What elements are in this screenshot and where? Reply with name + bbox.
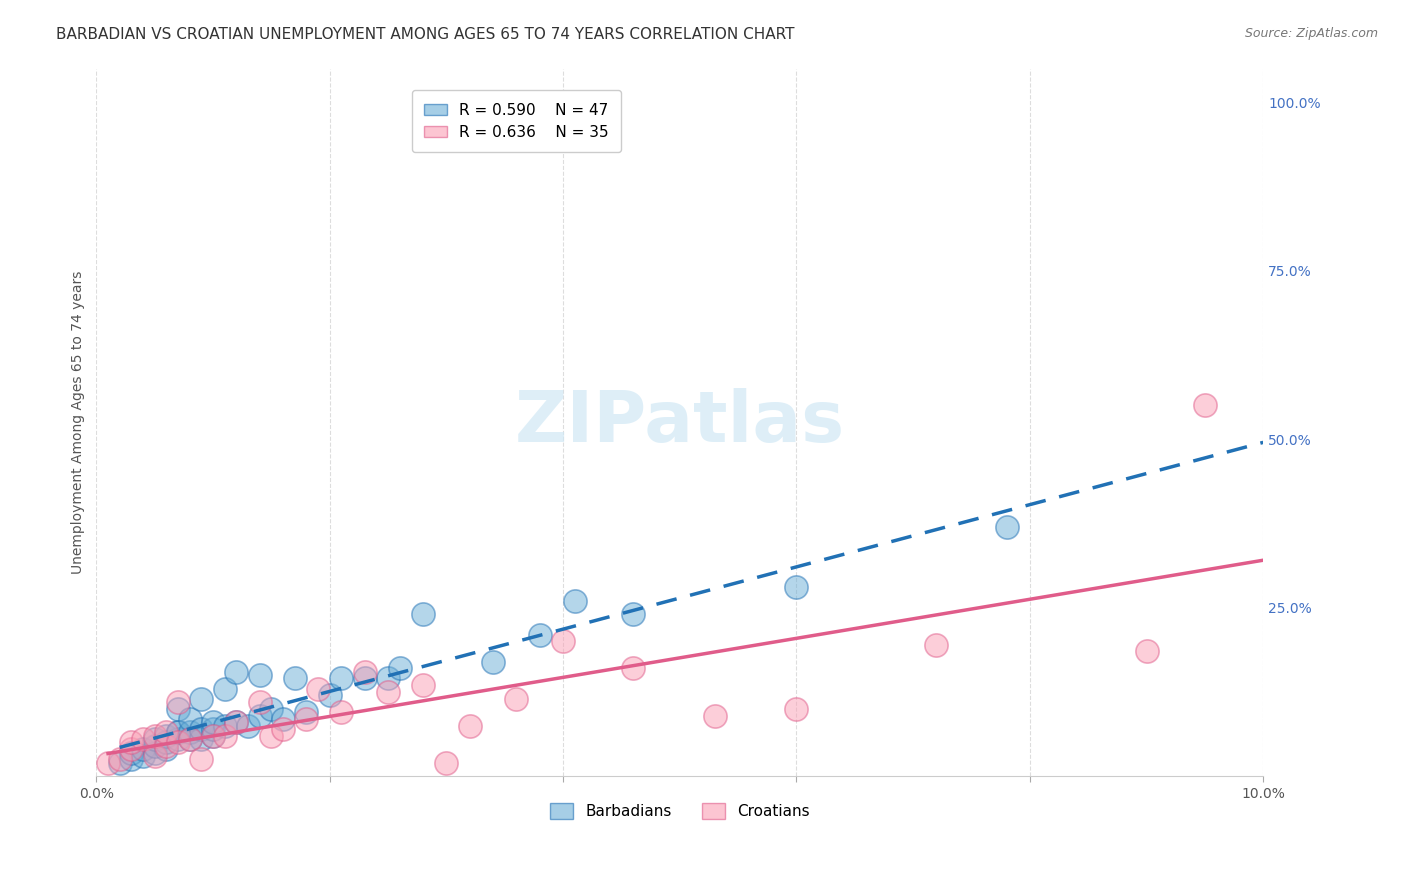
Point [271,722,294,736]
Text: Source: ZipAtlas.com: Source: ZipAtlas.com [1244,27,1378,40]
Point [179,732,201,747]
Point [260,729,283,743]
Point [202,729,225,743]
Point [377,685,399,699]
Point [551,634,574,648]
Point [330,705,353,719]
Y-axis label: Unemployment Among Ages 65 to 74 years: Unemployment Among Ages 65 to 74 years [72,270,86,574]
Point [529,627,551,641]
Point [143,739,166,753]
Point [482,655,505,669]
Point [155,742,177,756]
Point [143,729,166,743]
Point [1135,644,1157,658]
Point [167,702,190,716]
Point [108,752,131,766]
Point [179,732,201,747]
Point [271,712,294,726]
Point [249,695,271,709]
Point [353,672,375,686]
Point [249,708,271,723]
Point [703,708,725,723]
Point [190,722,212,736]
Point [236,718,259,732]
Point [120,752,142,766]
Point [202,722,225,736]
Point [190,732,212,747]
Point [621,661,644,675]
Point [225,665,247,679]
Point [307,681,329,696]
Point [330,672,353,686]
Point [925,638,948,652]
Point [143,748,166,763]
Point [155,739,177,753]
Point [202,715,225,730]
Point [190,691,212,706]
Point [132,732,155,747]
Point [120,746,142,760]
Point [97,756,120,770]
Point [179,712,201,726]
Point [505,691,527,706]
Point [214,729,236,743]
Text: BARBADIAN VS CROATIAN UNEMPLOYMENT AMONG AGES 65 TO 74 YEARS CORRELATION CHART: BARBADIAN VS CROATIAN UNEMPLOYMENT AMONG… [56,27,794,42]
Point [120,742,142,756]
Point [388,661,411,675]
Point [167,735,190,749]
Point [179,725,201,739]
Legend: Barbadians, Croatians: Barbadians, Croatians [544,797,815,825]
Point [621,607,644,622]
Point [260,702,283,716]
Point [1194,399,1216,413]
Point [155,729,177,743]
Point [155,725,177,739]
Point [190,752,212,766]
Point [225,715,247,730]
Point [143,746,166,760]
Point [295,705,318,719]
Point [143,732,166,747]
Point [564,594,586,608]
Text: ZIPatlas: ZIPatlas [515,388,845,457]
Point [167,695,190,709]
Point [295,712,318,726]
Point [995,520,1018,534]
Point [785,581,807,595]
Point [284,672,307,686]
Point [353,665,375,679]
Point [108,756,131,770]
Point [167,725,190,739]
Point [132,742,155,756]
Point [132,748,155,763]
Point [249,668,271,682]
Point [120,735,142,749]
Point [155,735,177,749]
Point [436,756,458,770]
Point [202,729,225,743]
Point [214,718,236,732]
Point [785,702,807,716]
Point [377,672,399,686]
Point [412,678,434,692]
Point [225,715,247,730]
Point [167,732,190,747]
Point [458,718,481,732]
Point [214,681,236,696]
Point [412,607,434,622]
Point [319,688,342,702]
Point [167,725,190,739]
